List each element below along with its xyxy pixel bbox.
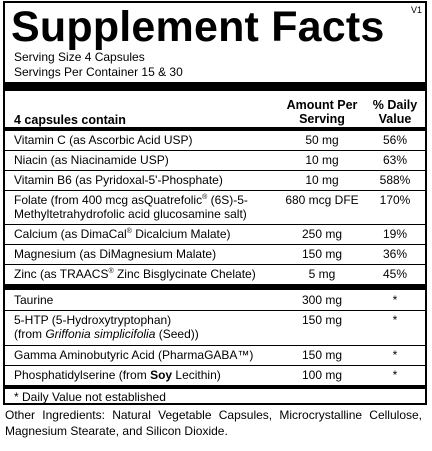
nutrient-name: Calcium (as DimaCal® Dicalcium Malate) (14, 227, 231, 241)
nutrient-name: Niacin (as Niacinamide USP) (14, 153, 169, 167)
row-divider (5, 190, 425, 191)
nutrient-amount: 10 mg (305, 153, 339, 167)
supplement-facts-panel: Supplement Facts V1 Serving Size 4 Capsu… (3, 1, 427, 405)
ingredient-amount: 150 mg (301, 348, 343, 362)
row-divider (5, 310, 425, 311)
ingredient-name: 5-HTP (5-Hydroxytryptophan) (14, 313, 172, 327)
nutrient-amount: 50 mg (305, 133, 339, 147)
row-divider (5, 264, 425, 265)
ingredient-amount: 100 mg (301, 368, 343, 382)
serving-size: Serving Size 4 Capsules (14, 50, 145, 64)
nutrient-name-continued: Methyltetrahydrofolic acid glucosamine s… (14, 207, 247, 221)
panel-title: Supplement Facts (11, 3, 385, 51)
row-divider (5, 244, 425, 245)
nutrient-dv: 170% (379, 193, 411, 207)
header-daily-value: % Daily Value (372, 98, 418, 126)
ingredient-name-continued: (from Griffonia simplicifolia (Seed)) (14, 327, 199, 341)
ingredient-amount: 150 mg (301, 313, 343, 327)
ingredient-dv: * (392, 313, 398, 327)
nutrient-name: Vitamin B6 (as Pyridoxal-5'-Phosphate) (14, 173, 223, 187)
nutrient-name: Magnesium (as DiMagnesium Malate) (14, 247, 217, 261)
thick-rule-top (5, 82, 425, 91)
version-code: V1 (410, 5, 422, 15)
row-divider (5, 170, 425, 171)
nutrient-dv: 588% (379, 173, 411, 187)
nutrient-name: Vitamin C (as Ascorbic Acid USP) (14, 133, 193, 147)
nutrient-dv: 45% (382, 267, 408, 281)
nutrient-dv: 63% (382, 153, 408, 167)
thick-rule-bottom (5, 385, 425, 389)
nutrient-dv: 19% (382, 227, 408, 241)
header-amount: Amount Per Serving (286, 98, 358, 126)
other-ingredients: Other Ingredients: Natural Vegetable Cap… (5, 408, 422, 438)
ingredient-name: Gamma Aminobutyric Acid (PharmaGABA™) (14, 348, 254, 362)
servings-per-container: Servings Per Container 15 & 30 (14, 65, 183, 79)
nutrient-name: Folate (from 400 mcg asQuatrefolic® (6S)… (14, 193, 248, 207)
row-divider (5, 150, 425, 151)
header-contains: 4 capsules contain (14, 113, 126, 127)
thick-rule-middle (5, 284, 425, 290)
ingredient-name: Taurine (14, 293, 54, 307)
footnote: * Daily Value not established (14, 390, 166, 404)
ingredient-dv: * (392, 293, 398, 307)
row-divider (5, 345, 425, 346)
row-divider (5, 224, 425, 225)
nutrient-amount: 10 mg (305, 173, 339, 187)
nutrient-dv: 36% (382, 247, 408, 261)
nutrient-amount: 680 mcg DFE (285, 193, 359, 207)
medium-rule (5, 127, 425, 131)
nutrient-name: Zinc (as TRAACS® Zinc Bisglycinate Chela… (14, 267, 256, 281)
row-divider (5, 365, 425, 366)
nutrient-amount: 5 mg (308, 267, 336, 281)
nutrient-dv: 56% (382, 133, 408, 147)
ingredient-dv: * (392, 348, 398, 362)
nutrient-amount: 250 mg (301, 227, 343, 241)
ingredient-dv: * (392, 368, 398, 382)
nutrient-amount: 150 mg (301, 247, 343, 261)
ingredient-name: Phosphatidylserine (from Soy Lecithin) (14, 368, 221, 382)
ingredient-amount: 300 mg (301, 293, 343, 307)
